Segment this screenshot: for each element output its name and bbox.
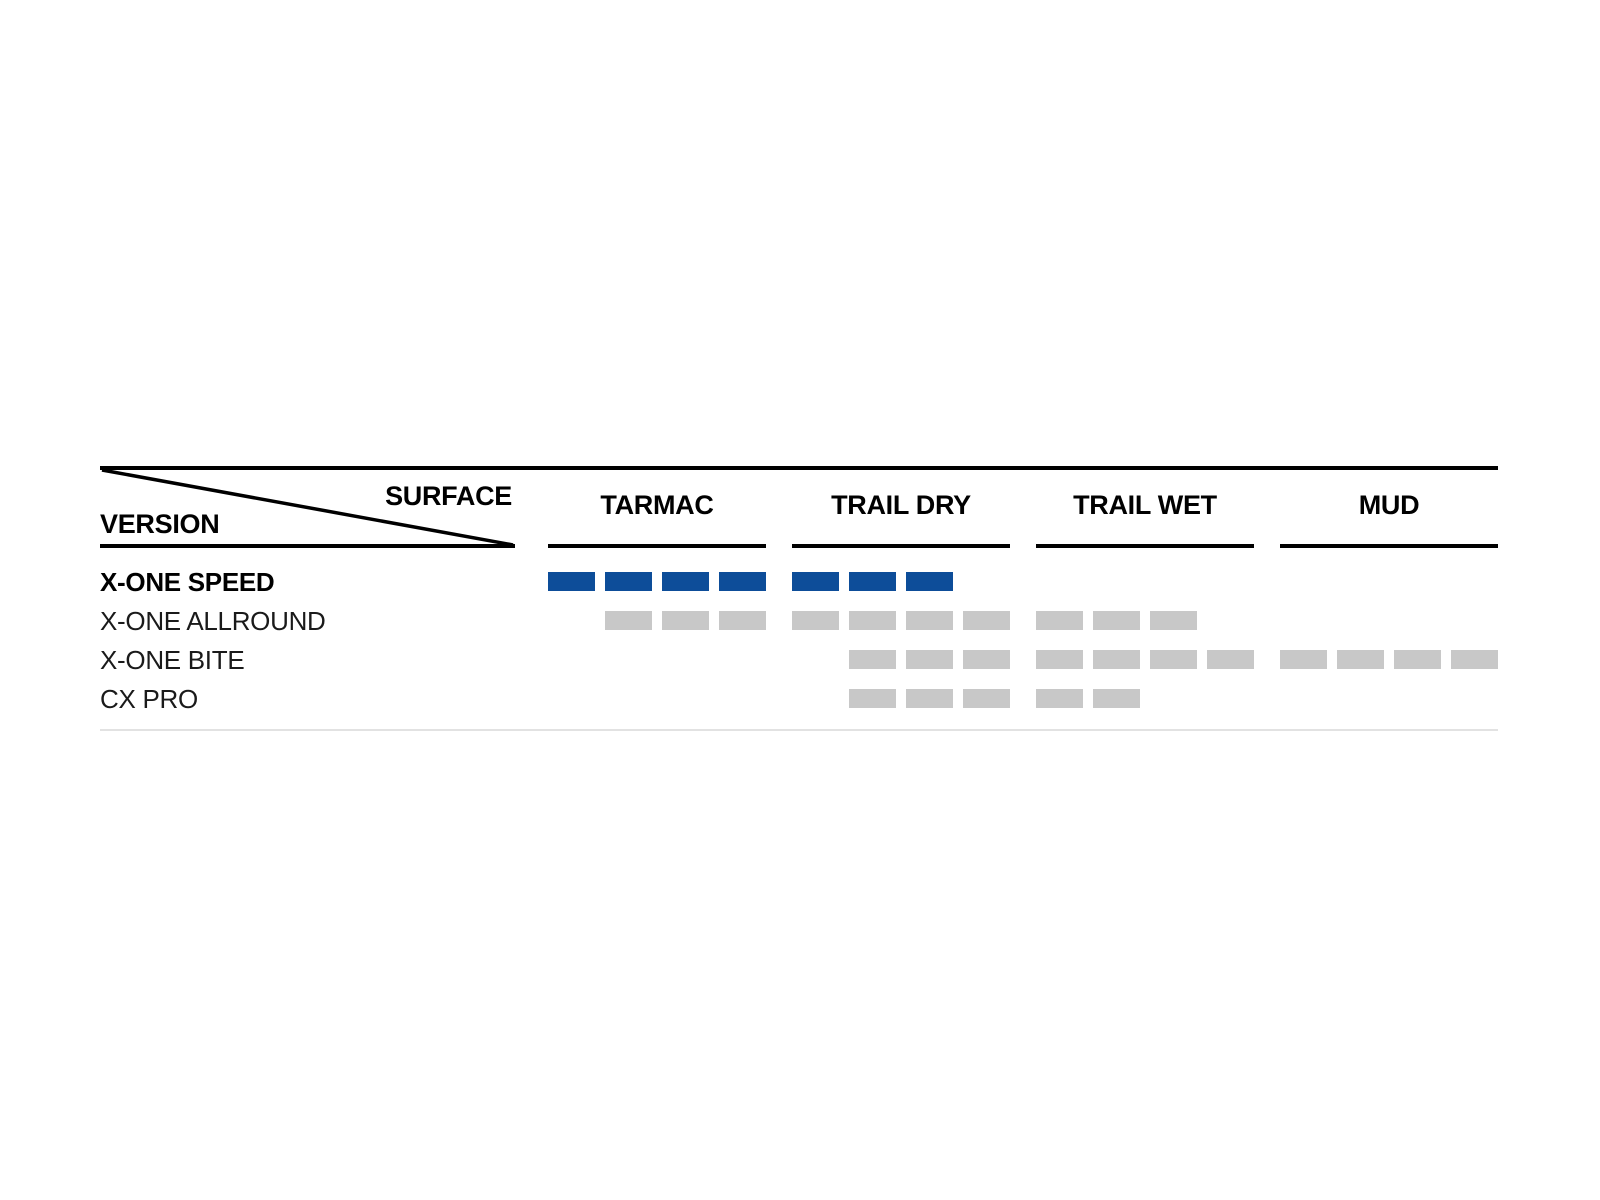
rating-bar (906, 572, 953, 591)
rating-bar (906, 689, 953, 708)
column-header-trail-dry: TRAIL DRY (831, 490, 971, 520)
row-label-cx-pro: CX PRO (100, 684, 198, 714)
rating-bar (849, 689, 896, 708)
row-label-x-one-bite: X-ONE BITE (100, 645, 245, 675)
column-underline-trail-dry (792, 544, 1010, 548)
version-header-label: VERSION (100, 509, 220, 539)
rating-bar (1036, 611, 1083, 630)
rating-bar (1036, 650, 1083, 669)
rating-bar (792, 572, 839, 591)
bottom-divider-line (100, 729, 1498, 731)
rating-bar (1093, 611, 1140, 630)
rating-bar (1036, 689, 1083, 708)
rating-bar (849, 572, 896, 591)
rating-bar (605, 572, 652, 591)
column-header-tarmac: TARMAC (600, 490, 714, 520)
rating-bar (719, 611, 766, 630)
rating-bar (1280, 650, 1327, 669)
rating-bar (906, 650, 953, 669)
rating-bar (963, 650, 1010, 669)
rating-bar (1093, 689, 1140, 708)
column-header-mud: MUD (1358, 490, 1420, 520)
rating-bar (1451, 650, 1498, 669)
rating-bar (1150, 650, 1197, 669)
rating-bar (1207, 650, 1254, 669)
diagonal-divider-line (101, 468, 514, 547)
rating-bar (906, 611, 953, 630)
rating-bar (1093, 650, 1140, 669)
rating-bar (849, 611, 896, 630)
rating-bar (1150, 611, 1197, 630)
rating-bar (849, 650, 896, 669)
row-label-x-one-speed: X-ONE SPEED (100, 567, 275, 597)
surface-header-label: SURFACE (385, 481, 512, 511)
rating-bar (963, 611, 1010, 630)
rating-bar (792, 611, 839, 630)
rating-bar (963, 689, 1010, 708)
rating-bar (662, 611, 709, 630)
column-header-trail-wet: TRAIL WET (1073, 490, 1217, 520)
row-label-x-one-allround: X-ONE ALLROUND (100, 606, 326, 636)
rating-bar (1394, 650, 1441, 669)
rating-bar (662, 572, 709, 591)
column-underline-trail-wet (1036, 544, 1254, 548)
rating-bar (548, 572, 595, 591)
rating-bar (719, 572, 766, 591)
column-underline-tarmac (548, 544, 766, 548)
column-underline-mud (1280, 544, 1498, 548)
rating-bar (1337, 650, 1384, 669)
rating-bar (605, 611, 652, 630)
header-top-line (100, 466, 1498, 470)
version-underline (100, 544, 515, 548)
